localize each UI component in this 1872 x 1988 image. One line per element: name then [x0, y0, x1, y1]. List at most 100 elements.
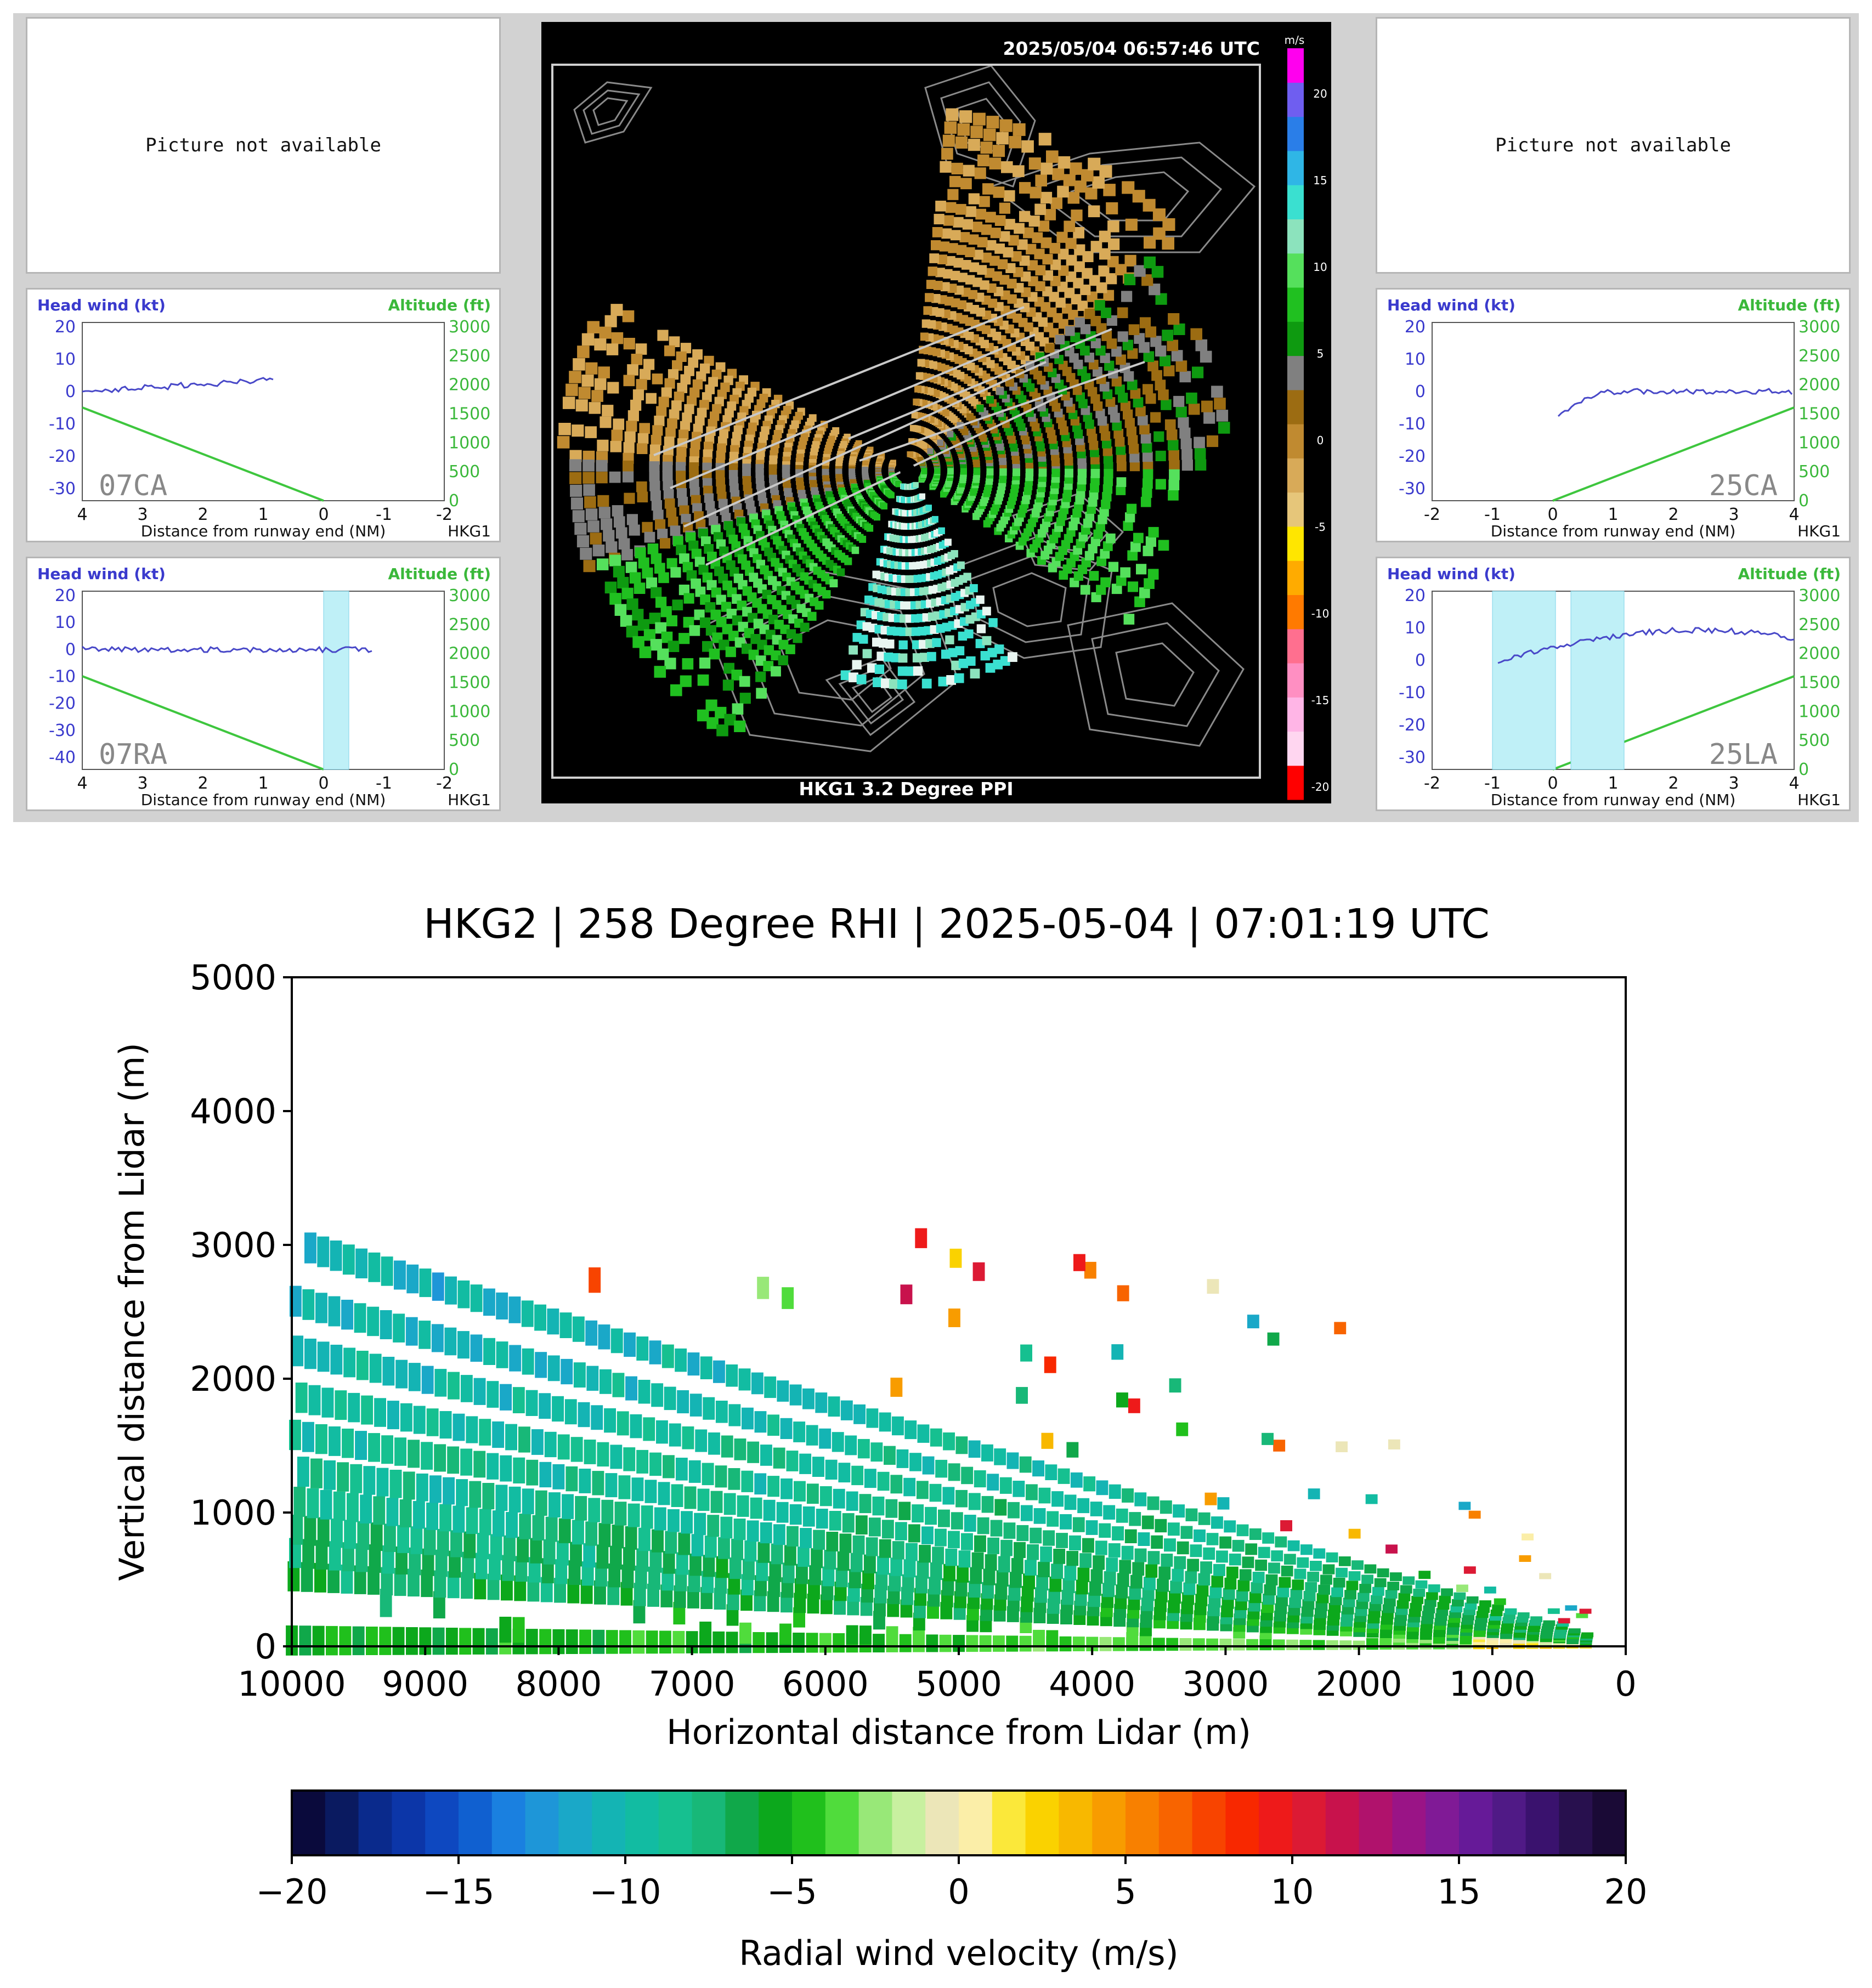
ppi-velocity-cell [1169, 460, 1180, 471]
rhi-velocity-cell [392, 1627, 405, 1655]
rhi-velocity-cell [585, 1320, 598, 1346]
rhi-velocity-cell [1281, 1565, 1293, 1577]
ppi-velocity-cell [756, 688, 767, 699]
ppi-velocity-cell [983, 128, 996, 141]
rhi-velocity-cell [994, 1499, 1007, 1516]
rhi-velocity-cell [1056, 1533, 1068, 1548]
rhi-velocity-cell [1101, 1594, 1114, 1608]
rhi-velocity-cell [798, 1547, 810, 1567]
rhi-velocity-cell [287, 1561, 300, 1591]
rhi-velocity-cell [782, 1562, 795, 1583]
rhi-velocity-cell [837, 1551, 850, 1571]
rhi-velocity-cell [879, 1539, 891, 1558]
rhi-velocity-cell [561, 1358, 573, 1385]
rhi-velocity-cell [445, 1276, 457, 1305]
ppi-velocity-cell [734, 720, 746, 732]
mini-plot-07RA: Head wind (kt) Altitude (ft) 20 10 0 -10 -20 -3… [26, 557, 501, 811]
ppi-velocity-cell [676, 471, 686, 481]
ppi-velocity-cell [994, 644, 1004, 654]
ppi-velocity-cell [1124, 418, 1135, 428]
rhi-velocity-cell [675, 1348, 687, 1372]
rhi-velocity-cell [1124, 1529, 1137, 1543]
ppi-velocity-cell [1003, 247, 1014, 258]
rhi-velocity-cell [1066, 1551, 1079, 1566]
mini-station-label: HKG1 [448, 791, 491, 809]
rhi-velocity-cell [1084, 1261, 1096, 1279]
ppi-velocity-cell [941, 148, 953, 160]
ppi-velocity-cell [1139, 587, 1150, 598]
rhi-velocity-cell [1501, 1621, 1514, 1628]
rhi-velocity-cell [1128, 1398, 1140, 1413]
rhi-colorbar-label: Radial wind velocity (m/s) [739, 1933, 1179, 1973]
ppi-velocity-cell [1089, 571, 1099, 581]
rhi-velocity-cell [444, 1327, 457, 1356]
ppi-velocity-cell [711, 369, 722, 380]
ppi-velocity-cell [702, 572, 712, 583]
rhi-velocity-cell [575, 1496, 587, 1521]
ppi-velocity-cell [1134, 333, 1145, 344]
rhi-velocity-cell [703, 1555, 715, 1577]
ppi-velocity-cell [604, 315, 617, 327]
ppi-velocity-cell [965, 247, 975, 257]
rhi-velocity-cell [1122, 1488, 1134, 1503]
ppi-velocity-cell [1090, 448, 1099, 457]
ppi-velocity-cell [927, 448, 934, 455]
ppi-velocity-cell [1194, 437, 1205, 449]
rhi-velocity-cell [426, 1502, 438, 1530]
rhi-velocity-cell [1326, 1640, 1338, 1650]
ppi-velocity-cell [708, 418, 717, 429]
rhi-velocity-cell [521, 1300, 534, 1327]
mini-glide-slope [1552, 406, 1795, 502]
rhi-velocity-cell [1219, 1639, 1232, 1651]
glide-path-line [705, 394, 1063, 566]
rhi-velocity-cell [1490, 1609, 1503, 1616]
ppi-velocity-cell [968, 234, 979, 245]
ppi-velocity-cell [717, 389, 727, 399]
ppi-velocity-cell [661, 387, 672, 398]
rhi-velocity-cell [1185, 1571, 1197, 1584]
ppi-velocity-cell [699, 400, 709, 410]
ppi-velocity-cell [953, 217, 964, 228]
rhi-velocity-cell [875, 1571, 888, 1590]
rhi-velocity-cell [1377, 1568, 1389, 1578]
ppi-velocity-cell [932, 638, 941, 647]
ppi-velocity-cell [1122, 339, 1133, 350]
rhi-velocity-cell [636, 1336, 649, 1361]
ppi-velocity-cell [943, 269, 953, 279]
rhi-velocity-cell [1014, 1542, 1026, 1558]
rhi-velocity-cell [689, 1394, 702, 1417]
ppi-velocity-cell [651, 500, 662, 511]
rhi-velocity-cell [915, 1576, 927, 1594]
rhi-velocity-cell [597, 1442, 609, 1467]
rhi-velocity-cell [1183, 1582, 1196, 1595]
ppi-velocity-cell [898, 640, 908, 650]
rhi-velocity-cell [948, 1531, 960, 1549]
rhi-velocity-cell [355, 1248, 367, 1278]
rhi-velocity-cell [1302, 1599, 1315, 1610]
ppi-velocity-cell [1141, 488, 1152, 498]
ppi-velocity-cell [666, 558, 677, 569]
rhi-velocity-cell [970, 1567, 982, 1584]
mini-station-label: HKG1 [448, 522, 491, 540]
ppi-velocity-cell [934, 213, 945, 225]
ppi-velocity-cell [973, 468, 981, 475]
ppi-velocity-cell [712, 404, 722, 414]
ppi-velocity-cell [668, 641, 680, 652]
ppi-velocity-cell [1090, 483, 1099, 492]
rhi-velocity-cell [974, 1535, 986, 1553]
ppi-velocity-cell [716, 539, 726, 549]
ppi-velocity-cell [1090, 394, 1100, 404]
ppi-velocity-cell [682, 658, 694, 670]
rhi-velocity-cell [1174, 1556, 1186, 1570]
ppi-velocity-cell [1181, 449, 1193, 460]
ppi-velocity-cell [704, 441, 714, 451]
rhi-velocity-cell [408, 1440, 420, 1468]
ppi-velocity-cell [844, 557, 852, 565]
rhi-velocity-cell [1185, 1508, 1198, 1521]
rhi-velocity-cell [1313, 1548, 1326, 1559]
rhi-velocity-cell [515, 1556, 528, 1582]
rhi-velocity-cell [1344, 1590, 1356, 1600]
mini-right-tick-label: 1500 [1799, 673, 1840, 693]
terrain-contour-line [1115, 642, 1195, 707]
